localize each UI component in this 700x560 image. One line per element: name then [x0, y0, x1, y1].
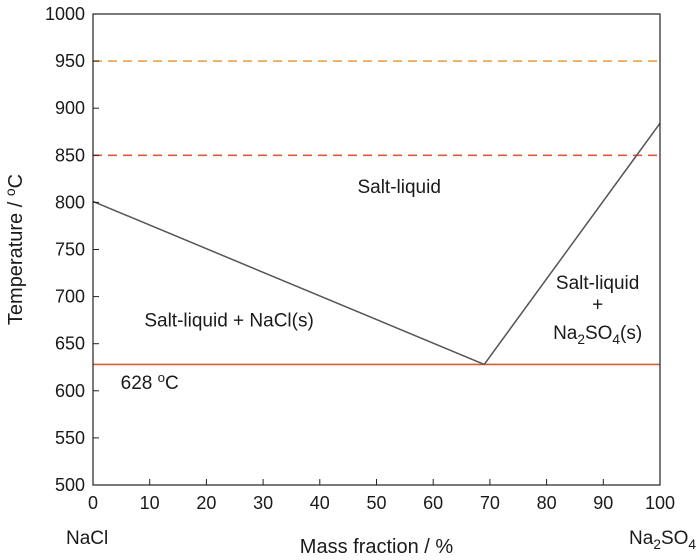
reference-lines: [93, 60, 660, 366]
liquidus-line-2: [483, 122, 661, 365]
x-tick-label: 0: [88, 493, 98, 513]
x-ticks: 0 10 20 30 40 50 60 70 80 90 100: [88, 479, 675, 513]
x-tick-label: 20: [196, 493, 216, 513]
region-label: Salt-liquid: [357, 177, 440, 198]
x-tick-label: 80: [537, 493, 557, 513]
left-end-member-label: NaCl: [66, 528, 108, 549]
y-tick-label: 950: [55, 51, 85, 71]
text-run: 628: [121, 373, 158, 394]
text-run: +: [592, 295, 603, 316]
liquidus-line-1: [92, 200, 485, 366]
degree-mark: o: [2, 188, 18, 196]
y-tick-label: 500: [55, 475, 85, 495]
text-run: Temperature /: [5, 196, 27, 325]
y-tick-label: 650: [55, 334, 85, 354]
liquidus-lines: [92, 122, 661, 366]
y-tick-label: 600: [55, 381, 85, 401]
x-tick-label: 30: [253, 493, 273, 513]
eutectic-temperature-label: 628 oC: [121, 370, 179, 394]
y-ticks: 500 550 600 650 700 750 800 850 900 950 1000: [45, 4, 99, 495]
y-tick-label: 800: [55, 192, 85, 212]
right-end-member-label: Na2​SO4​: [629, 528, 696, 552]
text-run: SO: [661, 528, 688, 549]
degree-mark: o: [158, 370, 165, 385]
y-tick-label: 550: [55, 428, 85, 448]
region-label: Salt-liquid: [556, 273, 639, 294]
text-run: Salt-liquid: [556, 273, 639, 294]
region-label: +: [592, 295, 603, 316]
x-tick-label: 60: [423, 493, 443, 513]
text-run: Salt-liquid: [357, 177, 440, 198]
text-run: NaCl: [66, 528, 108, 549]
region-label: Salt-liquid + NaCl(s): [144, 311, 313, 332]
x-axis-label: Mass fraction / %: [300, 536, 454, 558]
y-tick-label: 700: [55, 287, 85, 307]
x-tick-label: 90: [593, 493, 613, 513]
subscript: 2: [653, 537, 661, 552]
text-run: C: [5, 174, 27, 188]
text-run: Na: [629, 528, 654, 549]
y-tick-label: 750: [55, 240, 85, 260]
subscript: 2: [577, 332, 585, 347]
x-tick-label: 70: [480, 493, 500, 513]
subscript: 4: [688, 537, 696, 552]
y-tick-label: 1000: [45, 4, 85, 24]
y-tick-label: 850: [55, 145, 85, 165]
x-tick-label: 100: [645, 493, 675, 513]
plot-frame: [92, 13, 661, 486]
x-tick-label: 10: [140, 493, 160, 513]
text-run: C: [165, 373, 179, 394]
text-labels: Mass fraction / %Temperature / oC Salt-li…: [2, 174, 696, 558]
y-axis-label: Temperature / oC: [2, 174, 27, 325]
subscript: 4: [612, 332, 620, 347]
x-tick-label: 50: [366, 493, 386, 513]
x-tick-label: 40: [310, 493, 330, 513]
text-run: (s): [620, 323, 642, 344]
text-run: Na: [553, 323, 578, 344]
text-run: SO: [585, 323, 612, 344]
text-run: Salt-liquid + NaCl(s): [144, 311, 313, 332]
y-tick-label: 900: [55, 98, 85, 118]
region-label: Na2​SO4​(s): [553, 323, 642, 347]
